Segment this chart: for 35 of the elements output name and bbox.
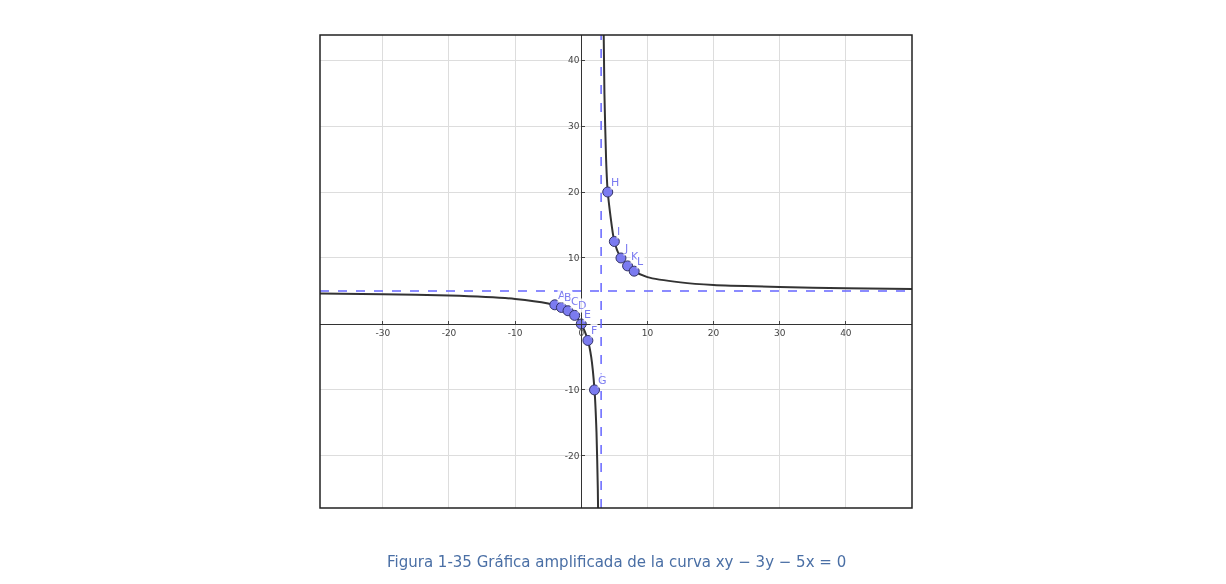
annotation: J xyxy=(624,242,629,255)
y-tick-label: -10 xyxy=(564,385,580,396)
text: Figura 1-35 Gráfica amplificada de la curva xy − 3y − 5x = 0 xyxy=(387,553,847,571)
point xyxy=(569,309,581,321)
y-tick-label: 10 xyxy=(568,253,580,264)
x-tick-label: -30 xyxy=(375,327,391,338)
annotation: L xyxy=(637,255,644,268)
annotation: C xyxy=(571,295,579,308)
annotation: F xyxy=(591,324,598,337)
x-tick-label: -10 xyxy=(507,327,523,338)
point xyxy=(602,186,614,198)
line-series xyxy=(602,35,912,290)
annotation: G xyxy=(598,374,607,387)
line-series xyxy=(320,292,600,508)
annotation: K xyxy=(631,250,639,263)
point xyxy=(608,235,620,247)
y-tick-label: 30 xyxy=(568,121,580,132)
point xyxy=(582,334,594,346)
annotation: E xyxy=(584,308,591,321)
point xyxy=(589,384,600,396)
annotation: B xyxy=(564,291,572,304)
x-tick-label: 20 xyxy=(707,327,720,338)
y-tick-label: -20 xyxy=(564,451,580,462)
x-tick-label: 30 xyxy=(773,327,786,338)
x-tick-label: -20 xyxy=(441,327,457,338)
x-tick-label: 10 xyxy=(641,327,654,338)
point xyxy=(628,265,640,277)
point xyxy=(615,252,627,264)
x-tick-label: 0 xyxy=(578,327,585,338)
y-tick-label: 40 xyxy=(568,55,580,66)
annotation: H xyxy=(611,176,620,189)
x-tick-label: 40 xyxy=(840,327,852,338)
annotation: I xyxy=(617,225,621,238)
y-tick-label: 20 xyxy=(568,187,580,198)
annotation: A xyxy=(558,289,566,302)
